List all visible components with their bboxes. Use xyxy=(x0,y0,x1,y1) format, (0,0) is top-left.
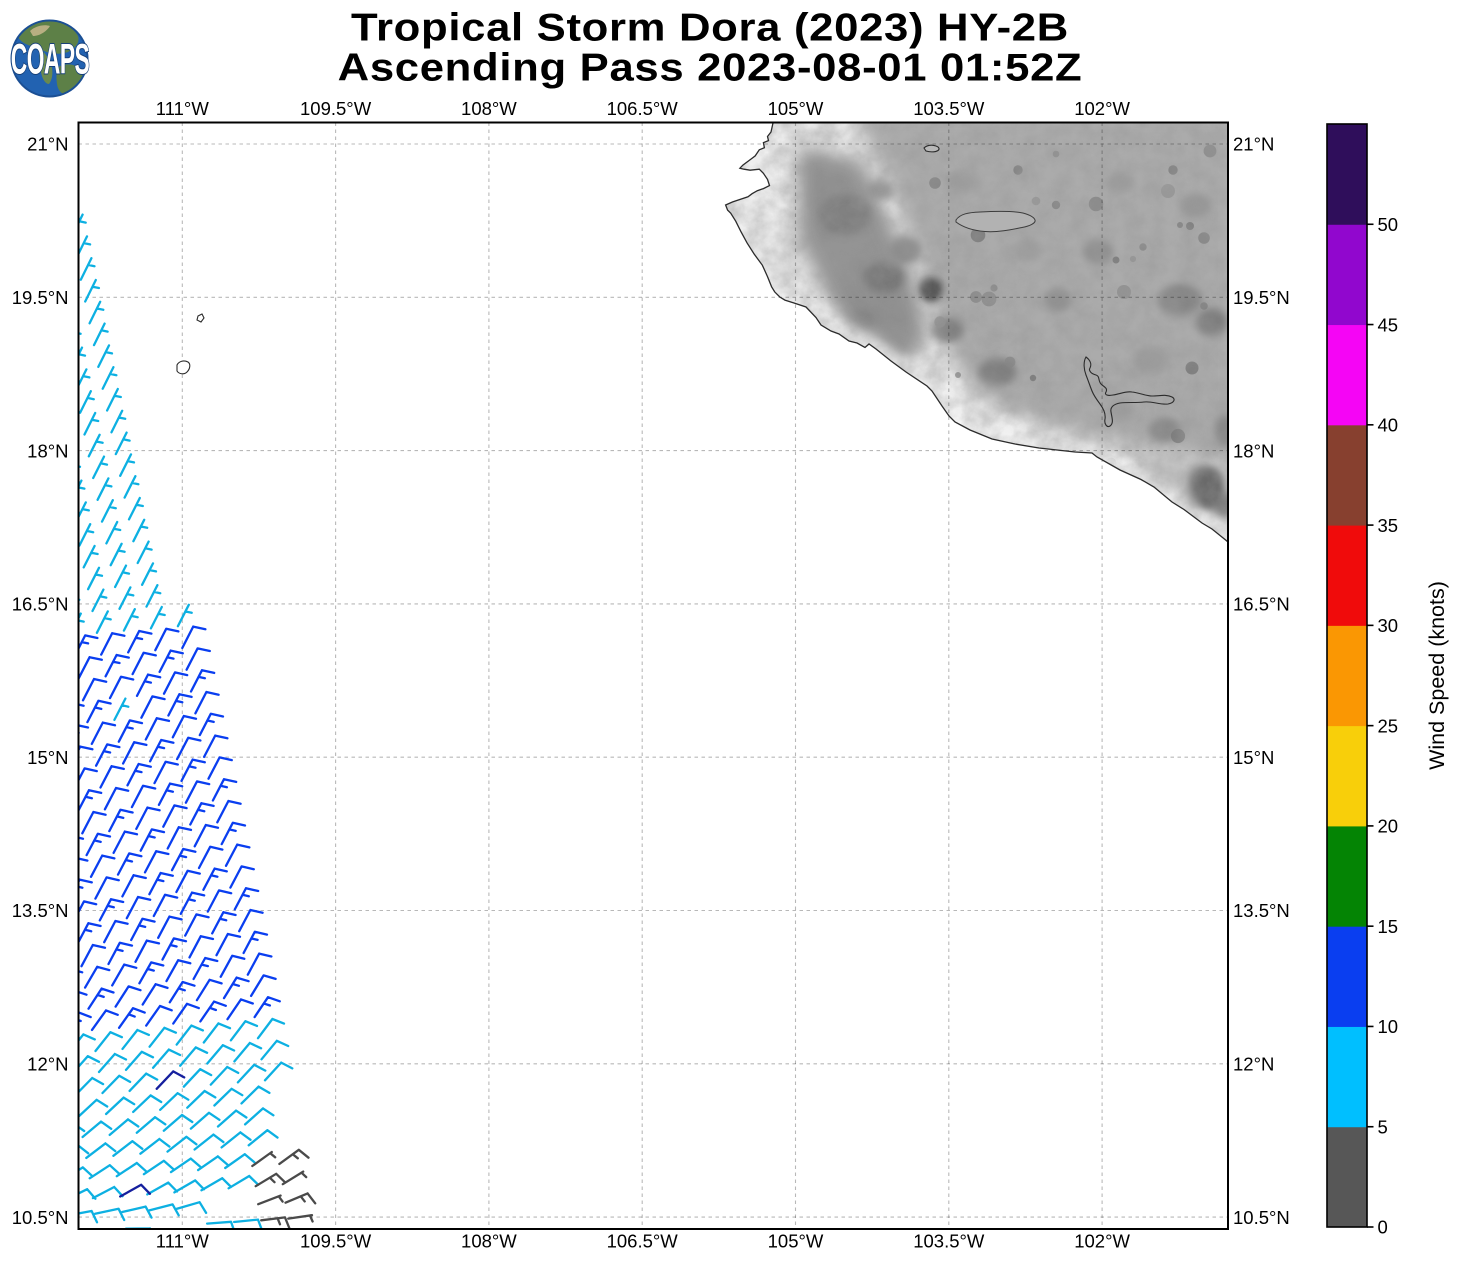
svg-text:Ascending Pass 2023-08-01 01:5: Ascending Pass 2023-08-01 01:52Z xyxy=(338,46,1083,89)
svg-text:18°N: 18°N xyxy=(1233,440,1274,461)
svg-text:35: 35 xyxy=(1378,515,1399,536)
svg-text:108°W: 108°W xyxy=(461,98,517,119)
svg-text:102°W: 102°W xyxy=(1074,1231,1130,1252)
svg-text:5: 5 xyxy=(1378,1116,1388,1137)
svg-text:105°W: 105°W xyxy=(768,98,824,119)
svg-text:102°W: 102°W xyxy=(1074,98,1130,119)
svg-text:18°N: 18°N xyxy=(27,440,68,461)
svg-text:109.5°W: 109.5°W xyxy=(300,1231,372,1252)
svg-text:10.5°N: 10.5°N xyxy=(1233,1207,1290,1228)
svg-text:106.5°W: 106.5°W xyxy=(607,1231,679,1252)
svg-text:Tropical Storm Dora (2023) HY-: Tropical Storm Dora (2023) HY-2B xyxy=(351,6,1069,49)
svg-text:40: 40 xyxy=(1378,415,1399,436)
svg-text:21°N: 21°N xyxy=(27,134,68,155)
svg-text:13.5°N: 13.5°N xyxy=(12,900,69,921)
svg-text:10: 10 xyxy=(1378,1016,1399,1037)
svg-text:106.5°W: 106.5°W xyxy=(607,98,679,119)
svg-text:20: 20 xyxy=(1378,816,1399,837)
svg-text:111°W: 111°W xyxy=(156,98,210,119)
svg-text:12°N: 12°N xyxy=(27,1054,68,1075)
svg-text:COAPS: COAPS xyxy=(11,36,89,83)
svg-text:16.5°N: 16.5°N xyxy=(12,594,69,615)
svg-text:19.5°N: 19.5°N xyxy=(12,287,69,308)
svg-text:15°N: 15°N xyxy=(1233,747,1274,768)
svg-text:15°N: 15°N xyxy=(27,747,68,768)
svg-text:21°N: 21°N xyxy=(1233,134,1274,155)
svg-text:30: 30 xyxy=(1378,615,1399,636)
svg-text:50: 50 xyxy=(1378,214,1399,235)
svg-text:15: 15 xyxy=(1378,916,1399,937)
svg-text:13.5°N: 13.5°N xyxy=(1233,900,1290,921)
svg-text:45: 45 xyxy=(1378,314,1399,335)
svg-text:111°W: 111°W xyxy=(156,1231,210,1252)
svg-text:109.5°W: 109.5°W xyxy=(300,98,372,119)
svg-text:16.5°N: 16.5°N xyxy=(1233,594,1290,615)
svg-text:10.5°N: 10.5°N xyxy=(12,1207,69,1228)
svg-text:0: 0 xyxy=(1378,1217,1388,1238)
svg-text:108°W: 108°W xyxy=(461,1231,517,1252)
svg-text:103.5°W: 103.5°W xyxy=(913,98,985,119)
svg-text:25: 25 xyxy=(1378,715,1399,736)
svg-text:103.5°W: 103.5°W xyxy=(913,1231,985,1252)
svg-text:19.5°N: 19.5°N xyxy=(1233,287,1290,308)
svg-text:Wind Speed (knots): Wind Speed (knots) xyxy=(1425,581,1449,770)
svg-text:12°N: 12°N xyxy=(1233,1054,1274,1075)
svg-text:105°W: 105°W xyxy=(768,1231,824,1252)
